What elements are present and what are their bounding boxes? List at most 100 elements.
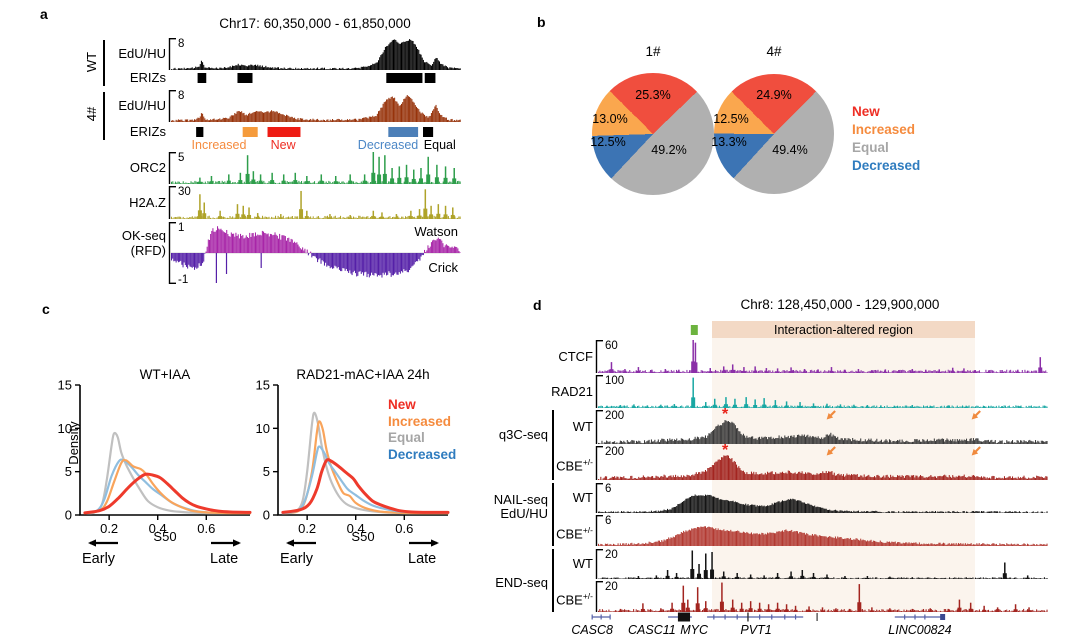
altered-interaction-arrow-icon bbox=[971, 446, 981, 456]
track-label: ORC2 bbox=[130, 160, 166, 175]
track-label-text: WT bbox=[572, 556, 593, 571]
panel-letter-d: d bbox=[533, 297, 542, 313]
late-label: Late bbox=[210, 551, 239, 567]
pie-title: 1# bbox=[645, 44, 661, 59]
track-scale: 20 bbox=[605, 581, 618, 593]
density-axis-label: Density bbox=[66, 421, 81, 465]
panel-letter-c: c bbox=[42, 301, 50, 317]
pie-slice-label: 49.4% bbox=[772, 143, 808, 157]
track-label: OK-seq (RFD) bbox=[122, 228, 166, 258]
track-label-sup: +/- bbox=[582, 590, 593, 601]
pie-slice-label: 49.2% bbox=[651, 143, 687, 157]
altered-interaction-arrow-icon bbox=[826, 446, 836, 456]
group-bracket bbox=[552, 483, 554, 546]
eriz-block bbox=[196, 127, 204, 137]
track-label-text: ERIZs bbox=[129, 70, 166, 85]
legend-item: Equal bbox=[388, 430, 425, 445]
legend-item: Decreased bbox=[852, 158, 921, 173]
x-tick-label: 0.6 bbox=[197, 521, 215, 536]
x-tick-label: 0.4 bbox=[149, 521, 167, 536]
x-tick-label: 0.4 bbox=[347, 521, 365, 536]
track-scale: 5 bbox=[178, 152, 184, 164]
plot-title: RAD21-mAC+IAA 24h bbox=[296, 367, 430, 382]
genome-tracks-svg: 8 8 5 30 1 -1 bbox=[168, 38, 461, 286]
track-label-text: CBE bbox=[556, 525, 583, 541]
density-plots-svg: 0 5 10 15 0.2 0.4 0.6 0 5 10 15 0.2 0.4 0.6 bbox=[58, 378, 450, 547]
track-label-line: OK-seq bbox=[121, 228, 166, 243]
track-label-text: ORC2 bbox=[129, 160, 166, 175]
eriz-block bbox=[197, 73, 207, 83]
eriz-category-label: New bbox=[270, 138, 296, 152]
significance-asterisk: * bbox=[722, 442, 729, 459]
eriz-block bbox=[242, 127, 258, 137]
panel-a: a Chr17: 60,350,000 - 61,850,000 8 8 5 30 1 -… bbox=[0, 0, 520, 295]
gene-label: CASC8 bbox=[571, 623, 613, 637]
early-label: Early bbox=[280, 551, 314, 567]
track-label: H2A.Z bbox=[129, 195, 166, 210]
track-label: EdU/HU bbox=[118, 98, 166, 113]
group-bracket bbox=[103, 40, 105, 86]
eriz-category-label: Equal bbox=[423, 138, 456, 152]
track-scale: 60 bbox=[605, 340, 618, 352]
legend-item: New bbox=[852, 104, 880, 119]
panel-d-title: Chr8: 128,450,000 - 129,900,000 bbox=[740, 297, 940, 312]
legend-item: Equal bbox=[852, 140, 889, 155]
track-scale: 6 bbox=[605, 483, 611, 495]
track-label: CBE+/- bbox=[556, 589, 593, 607]
y-tick-label: 5 bbox=[263, 464, 270, 479]
panel-letter-b: b bbox=[537, 14, 546, 30]
track-label: ERIZs bbox=[130, 70, 166, 85]
track-scale: 6 bbox=[605, 515, 611, 527]
pie-slice-label: 24.9% bbox=[756, 88, 792, 102]
panel-letter-a: a bbox=[40, 6, 48, 22]
track-scale: -1 bbox=[178, 274, 188, 286]
y-tick-label: 5 bbox=[65, 464, 72, 479]
track-scale: 30 bbox=[178, 186, 191, 198]
legend-item: New bbox=[388, 397, 416, 412]
gene-label: LINC00824 bbox=[888, 623, 952, 637]
pie-slice-label: 13.3% bbox=[711, 135, 747, 149]
eriz-block bbox=[388, 127, 419, 137]
track-label-text: CTCF bbox=[558, 348, 593, 364]
track-label: WT bbox=[573, 419, 593, 434]
track-label-text: EdU/HU bbox=[118, 46, 166, 61]
group-label-line: EdU/HU bbox=[500, 506, 548, 521]
track-scale: 8 bbox=[178, 38, 184, 50]
track-label: CBE+/- bbox=[556, 455, 593, 473]
panel-d: d Chr8: 128,450,000 - 129,900,000 Intera… bbox=[490, 295, 1080, 640]
pie-title: 4# bbox=[766, 44, 782, 59]
track-label-text: RAD21 bbox=[551, 383, 593, 399]
green-square-marker-icon bbox=[690, 325, 698, 335]
eriz-block bbox=[237, 73, 253, 83]
y-tick-label: 0 bbox=[65, 508, 72, 523]
interaction-region-band: Interaction-altered region bbox=[712, 321, 975, 338]
track-label-line: (RFD) bbox=[130, 243, 166, 258]
legend-item: Increased bbox=[852, 122, 916, 137]
watson-label: Watson bbox=[414, 224, 458, 239]
x-tick-label: 0.2 bbox=[100, 521, 118, 536]
track-label-text: CBE bbox=[556, 591, 583, 607]
y-tick-label: 10 bbox=[58, 421, 72, 436]
legend-item: Decreased bbox=[388, 446, 457, 462]
plot-title: WT+IAA bbox=[139, 367, 191, 382]
genome-tracks-svg: 60 100 200 * 200 * 6 6 20 20 bbox=[591, 325, 1048, 622]
track-label-sup: +/- bbox=[582, 524, 593, 535]
x-tick-label: 0.6 bbox=[395, 521, 413, 536]
eriz-block bbox=[386, 73, 423, 83]
track-label-text: H2A.Z bbox=[129, 194, 166, 210]
group-bracket bbox=[552, 410, 554, 480]
interaction-region-label: Interaction-altered region bbox=[774, 322, 913, 337]
crick-label: Crick bbox=[428, 260, 458, 275]
eriz-block bbox=[423, 127, 434, 137]
pie-slice-label: 12.5% bbox=[590, 135, 626, 149]
track-scale: 1 bbox=[178, 222, 184, 234]
pie-slice-label: 13.0% bbox=[592, 112, 628, 126]
eriz-block bbox=[267, 127, 301, 137]
panel-c: c Density 0 5 10 15 0.2 0.4 0.6 0 5 10 15 0.2 0.4 0.6… bbox=[0, 295, 530, 640]
group-label: WT bbox=[83, 51, 99, 73]
group-label-line: NAIL-seq bbox=[493, 492, 548, 507]
early-label: Early bbox=[82, 551, 116, 567]
density-curve-equal bbox=[83, 431, 252, 515]
eriz-block bbox=[424, 73, 436, 83]
